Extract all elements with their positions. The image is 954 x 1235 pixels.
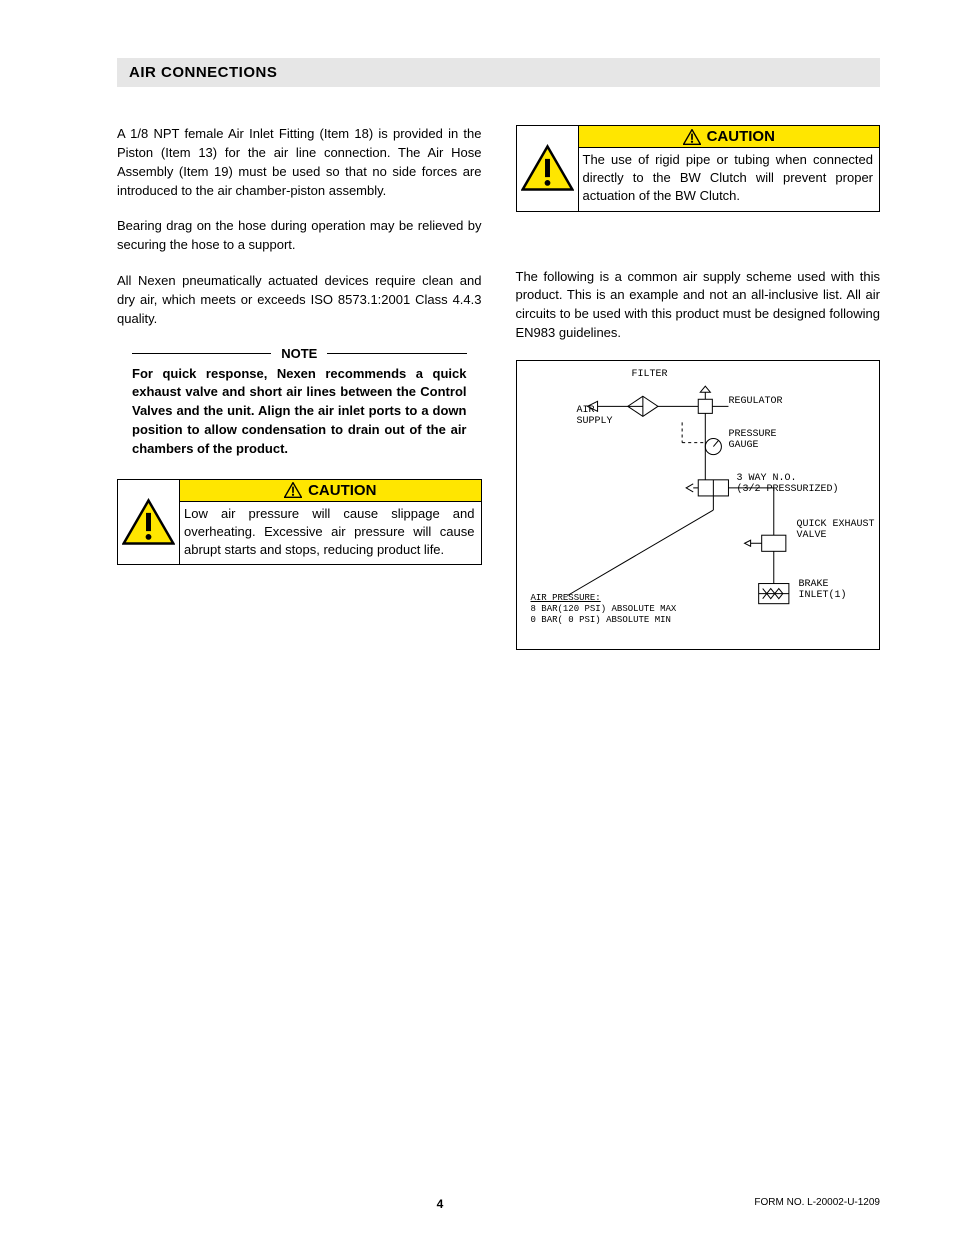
diagram-air-pressure-title: AIR PRESSURE: (531, 593, 677, 604)
caution-box: CAUTION The use of rigid pipe or tubing … (516, 125, 881, 212)
diagram-label-brake-inlet: BRAKE INLET(1) (799, 579, 847, 601)
caution-body: Low air pressure will cause slippage and… (180, 502, 481, 565)
left-column: A 1/8 NPT female Air Inlet Fitting (Item… (117, 125, 482, 650)
warning-icon-cell (517, 126, 579, 211)
warning-triangle-icon (521, 144, 574, 192)
page-number: 4 (437, 1197, 444, 1211)
caution-header: CAUTION (579, 126, 880, 148)
note-label: NOTE (281, 346, 317, 361)
diagram-air-pressure-min: 0 BAR( 0 PSI) ABSOLUTE MIN (531, 615, 677, 626)
page-footer: 4 FORM NO. L-20002-U-1209 (0, 1197, 880, 1211)
warning-icon-cell (118, 480, 180, 565)
air-supply-diagram: FILTER AIR SUPPLY REGULATOR PRESSURE GAU… (516, 360, 881, 650)
warning-triangle-icon (683, 129, 701, 145)
divider-line (327, 353, 466, 354)
note-header: NOTE (132, 346, 467, 361)
diagram-air-pressure-max: 8 BAR(120 PSI) ABSOLUTE MAX (531, 604, 677, 615)
right-column: CAUTION The use of rigid pipe or tubing … (516, 125, 881, 650)
caution-box: CAUTION Low air pressure will cause slip… (117, 479, 482, 566)
divider-line (132, 353, 271, 354)
diagram-label-regulator: REGULATOR (729, 396, 783, 407)
caution-body: The use of rigid pipe or tubing when con… (579, 148, 880, 211)
paragraph: The following is a common air supply sch… (516, 268, 881, 343)
diagram-label-pressure-gauge: PRESSURE GAUGE (729, 429, 777, 451)
warning-triangle-icon (284, 482, 302, 498)
spacer (516, 230, 881, 268)
diagram-label-filter: FILTER (632, 369, 668, 380)
form-number: FORM NO. L-20002-U-1209 (754, 1197, 880, 1208)
caution-header: CAUTION (180, 480, 481, 502)
content-columns: A 1/8 NPT female Air Inlet Fitting (Item… (117, 125, 880, 650)
paragraph: All Nexen pneumatically actuated devices… (117, 272, 482, 329)
paragraph: Bearing drag on the hose during operatio… (117, 217, 482, 255)
caution-label: CAUTION (308, 482, 376, 499)
caution-content: CAUTION The use of rigid pipe or tubing … (579, 126, 880, 211)
section-header: AIR CONNECTIONS (117, 58, 880, 87)
note-block: NOTE For quick response, Nexen recommend… (117, 346, 482, 459)
diagram-label-three-way: 3 WAY N.O. (3/2 PRESSURIZED) (737, 473, 839, 495)
diagram-label-quick-exhaust: QUICK EXHAUST VALVE (797, 519, 875, 541)
paragraph: A 1/8 NPT female Air Inlet Fitting (Item… (117, 125, 482, 200)
note-body: For quick response, Nexen recommends a q… (132, 365, 467, 459)
diagram-label-air-supply: AIR SUPPLY (577, 405, 613, 427)
warning-triangle-icon (122, 498, 175, 546)
caution-label: CAUTION (707, 128, 775, 145)
caution-content: CAUTION Low air pressure will cause slip… (180, 480, 481, 565)
